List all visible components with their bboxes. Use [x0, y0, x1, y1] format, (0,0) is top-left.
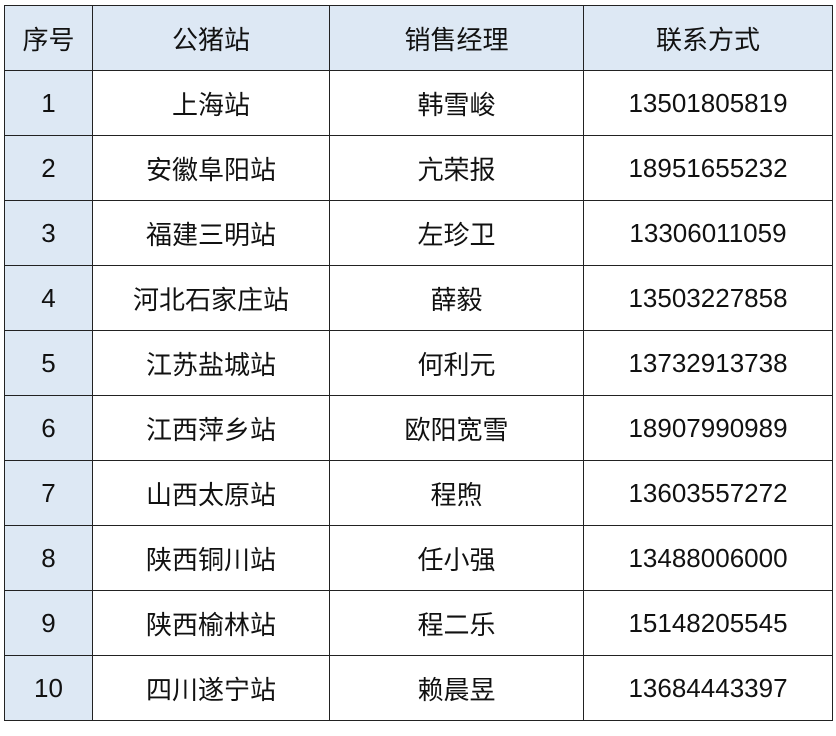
manager-cell: 亢荣报: [329, 135, 584, 201]
station-cell: 江西萍乡站: [92, 395, 330, 461]
row-index: 9: [4, 590, 93, 656]
table-row: 2 安徽阜阳站 亢荣报 18951655232: [4, 135, 833, 201]
station-cell: 四川遂宁站: [92, 655, 330, 721]
header-manager: 销售经理: [329, 5, 584, 71]
manager-cell: 何利元: [329, 330, 584, 396]
station-cell: 陕西榆林站: [92, 590, 330, 656]
station-cell: 安徽阜阳站: [92, 135, 330, 201]
header-index: 序号: [4, 5, 93, 71]
contact-table: 序号 公猪站 销售经理 联系方式 1 上海站 韩雪峻 13501805819 2 安徽阜阳…: [4, 5, 833, 721]
phone-cell: 13501805819: [583, 70, 833, 136]
phone-cell: 18951655232: [583, 135, 833, 201]
row-index: 3: [4, 200, 93, 266]
table-row: 6 江西萍乡站 欧阳宽雪 18907990989: [4, 395, 833, 461]
table-row: 9 陕西榆林站 程二乐 15148205545: [4, 590, 833, 656]
phone-cell: 13603557272: [583, 460, 833, 526]
row-index: 7: [4, 460, 93, 526]
station-cell: 河北石家庄站: [92, 265, 330, 331]
manager-cell: 欧阳宽雪: [329, 395, 584, 461]
table-row: 8 陕西铜川站 任小强 13488006000: [4, 525, 833, 591]
manager-cell: 程二乐: [329, 590, 584, 656]
manager-cell: 薛毅: [329, 265, 584, 331]
row-index: 4: [4, 265, 93, 331]
table-row: 1 上海站 韩雪峻 13501805819: [4, 70, 833, 136]
row-index: 2: [4, 135, 93, 201]
table-row: 4 河北石家庄站 薛毅 13503227858: [4, 265, 833, 331]
manager-cell: 程煦: [329, 460, 584, 526]
table-body: 1 上海站 韩雪峻 13501805819 2 安徽阜阳站 亢荣报 18951655232 3 福…: [4, 70, 833, 721]
phone-cell: 18907990989: [583, 395, 833, 461]
phone-cell: 13732913738: [583, 330, 833, 396]
station-cell: 陕西铜川站: [92, 525, 330, 591]
station-cell: 山西太原站: [92, 460, 330, 526]
row-index: 8: [4, 525, 93, 591]
manager-cell: 赖晨昱: [329, 655, 584, 721]
table-row: 5 江苏盐城站 何利元 13732913738: [4, 330, 833, 396]
table-row: 7 山西太原站 程煦 13603557272: [4, 460, 833, 526]
phone-cell: 13306011059: [583, 200, 833, 266]
station-cell: 江苏盐城站: [92, 330, 330, 396]
header-contact: 联系方式: [583, 5, 833, 71]
row-index: 1: [4, 70, 93, 136]
station-cell: 福建三明站: [92, 200, 330, 266]
manager-cell: 任小强: [329, 525, 584, 591]
phone-cell: 15148205545: [583, 590, 833, 656]
header-row: 序号 公猪站 销售经理 联系方式: [4, 5, 833, 71]
table-row: 3 福建三明站 左珍卫 13306011059: [4, 200, 833, 266]
row-index: 5: [4, 330, 93, 396]
row-index: 10: [4, 655, 93, 721]
station-cell: 上海站: [92, 70, 330, 136]
manager-cell: 韩雪峻: [329, 70, 584, 136]
header-station: 公猪站: [92, 5, 330, 71]
phone-cell: 13684443397: [583, 655, 833, 721]
phone-cell: 13488006000: [583, 525, 833, 591]
phone-cell: 13503227858: [583, 265, 833, 331]
row-index: 6: [4, 395, 93, 461]
manager-cell: 左珍卫: [329, 200, 584, 266]
table-row: 10 四川遂宁站 赖晨昱 13684443397: [4, 655, 833, 721]
